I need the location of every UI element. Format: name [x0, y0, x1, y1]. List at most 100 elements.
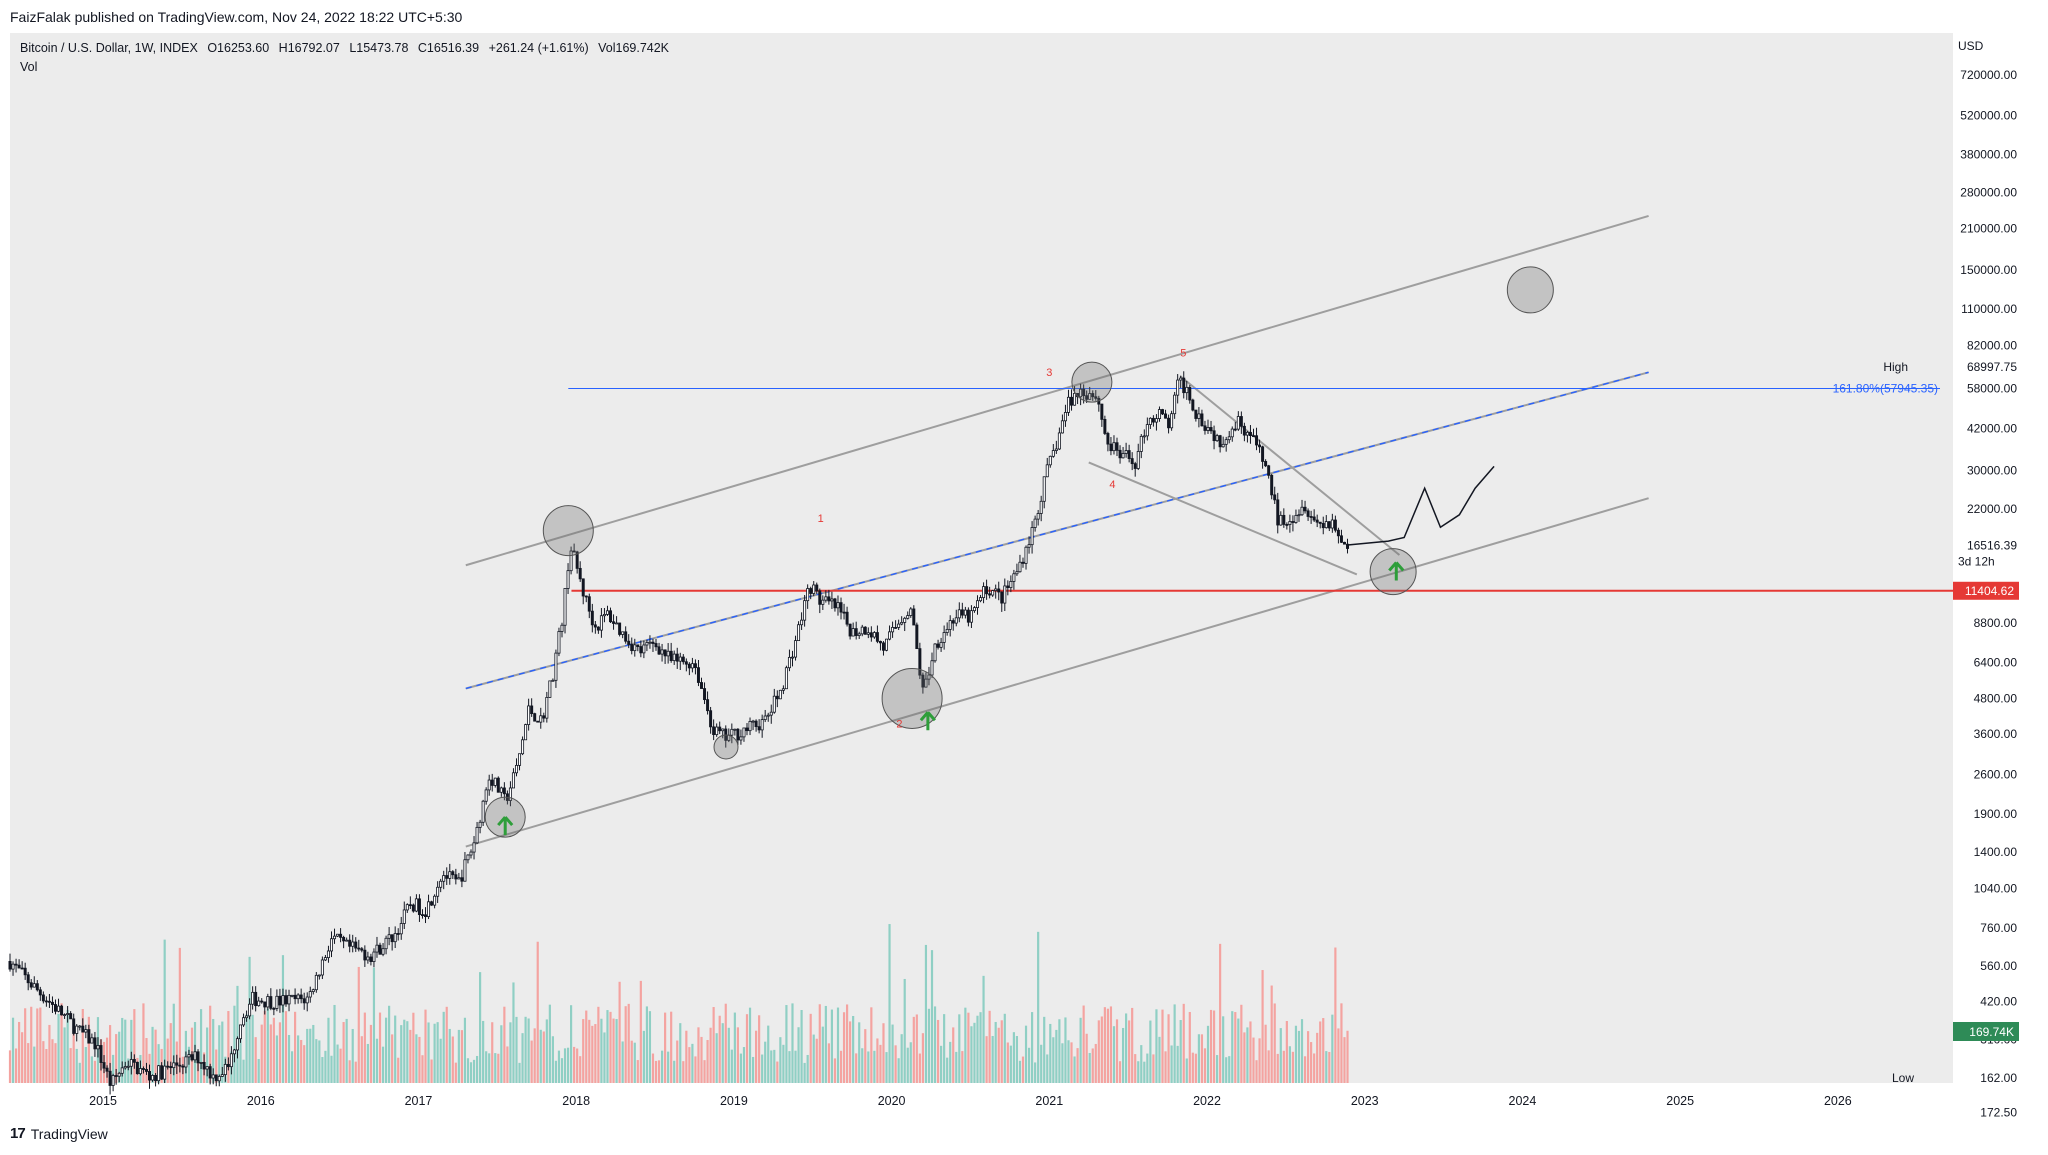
candle-body: [269, 996, 273, 1009]
volume-bar: [157, 1044, 160, 1083]
volume-bar: [239, 1029, 242, 1083]
candle-body: [87, 1029, 91, 1044]
tradingview-footer[interactable]: 17 TradingView: [10, 1125, 108, 1142]
candle-body: [181, 1065, 185, 1068]
volume-bar: [11, 1017, 15, 1083]
candle-body: [599, 615, 603, 631]
candle-body: [769, 711, 773, 716]
volume-bar: [69, 1048, 72, 1083]
candle-body: [245, 1015, 249, 1019]
candle-body: [545, 696, 549, 719]
candle-body: [129, 1059, 133, 1067]
candle-body: [287, 994, 291, 1005]
symbol-legend[interactable]: Bitcoin / U.S. Dollar, 1W, INDEX O16253.…: [20, 39, 675, 77]
candle-body: [484, 789, 488, 802]
symbol-title[interactable]: Bitcoin / U.S. Dollar, 1W, INDEX: [20, 41, 198, 55]
volume-bar: [1027, 1047, 1031, 1083]
candle-body: [117, 1072, 121, 1077]
volume-bar: [1291, 1051, 1295, 1083]
candle-body: [806, 588, 810, 602]
volume-bar: [554, 1060, 558, 1083]
candle-body: [502, 787, 506, 795]
candle-body: [454, 874, 458, 880]
candle-body: [1221, 443, 1225, 448]
volume-bar: [912, 1016, 915, 1083]
price-tick-label: 760.00: [1980, 921, 2017, 935]
volume-legend[interactable]: Vol: [20, 60, 38, 74]
volume-bar: [127, 1058, 130, 1083]
volume-bar: [994, 1021, 997, 1083]
candle-body: [590, 610, 594, 626]
volume-bar: [51, 1039, 54, 1083]
candle-body: [863, 626, 867, 635]
candle-body: [1182, 377, 1186, 394]
candle-body: [1230, 428, 1234, 438]
volume-bar: [915, 1014, 918, 1083]
volume-bar: [336, 1044, 339, 1083]
price-tick-label: 22000.00: [1967, 502, 2017, 516]
volume-bar: [827, 1043, 830, 1083]
support-tag-bg: [1953, 581, 2019, 600]
candle-body: [651, 641, 655, 644]
candle-body: [35, 983, 39, 991]
candle-body: [1012, 573, 1016, 582]
candle-body: [1115, 442, 1119, 451]
volume-bar: [363, 1012, 366, 1083]
volume-bar: [1155, 1009, 1158, 1083]
candle-body: [311, 989, 315, 992]
volume-bar: [861, 1048, 864, 1083]
candle-body: [860, 626, 864, 635]
price-tick-label: 58000.00: [1967, 381, 2017, 395]
volume-bar: [1161, 1009, 1164, 1083]
candle-body: [232, 1049, 236, 1055]
candle-body: [23, 967, 27, 976]
volume-bar: [300, 1039, 303, 1083]
volume-bar: [1076, 1048, 1079, 1083]
volume-bar: [876, 1038, 879, 1083]
volume-bar: [1279, 1028, 1282, 1083]
volume-bar: [758, 1015, 761, 1083]
volume-bar: [54, 1043, 57, 1083]
candle-body: [1103, 418, 1107, 434]
candle-body: [1039, 500, 1043, 514]
candle-body: [891, 627, 895, 633]
volume-bar: [806, 1054, 809, 1083]
tradingview-logo-icon: 17: [10, 1125, 26, 1142]
candle-body: [1303, 506, 1307, 512]
price-scale[interactable]: [1953, 33, 2048, 1083]
volume-bar: [33, 1046, 36, 1083]
volume-bar: [588, 1019, 591, 1083]
volume-bar: [597, 1006, 600, 1083]
candle-body: [654, 643, 658, 648]
chart-pane[interactable]: [10, 33, 1953, 1083]
volume-bar: [1082, 1005, 1085, 1083]
candle-body: [208, 1066, 212, 1079]
candle-body: [830, 598, 834, 602]
candle-body: [684, 661, 688, 665]
volume-bar: [688, 1047, 691, 1083]
candle-body: [1312, 516, 1316, 521]
candle-body: [518, 753, 522, 766]
volume-bar: [1064, 1017, 1067, 1083]
price-tick-label: 3600.00: [1974, 727, 2018, 741]
price-tick-label: 280000.00: [1960, 186, 2017, 200]
candle-body: [1130, 458, 1134, 465]
volume-bar: [1313, 1053, 1316, 1083]
candle-body: [299, 994, 303, 1000]
volume-bar: [433, 1023, 436, 1083]
volume-bar: [515, 1016, 518, 1083]
candle-body: [1088, 393, 1092, 400]
volume-bar: [639, 980, 642, 1083]
volume-bar: [309, 1028, 312, 1083]
candle-body: [354, 941, 358, 949]
volume-bar: [333, 1004, 336, 1083]
candle-body: [90, 1037, 94, 1044]
year-tick-label: 2020: [878, 1094, 906, 1108]
volume-bar: [348, 1060, 351, 1083]
volume-bar: [724, 1003, 727, 1083]
volume-bar: [27, 1043, 30, 1083]
candle-body: [1173, 394, 1177, 415]
candle-body: [1200, 413, 1204, 427]
volume-bar: [894, 1045, 897, 1083]
